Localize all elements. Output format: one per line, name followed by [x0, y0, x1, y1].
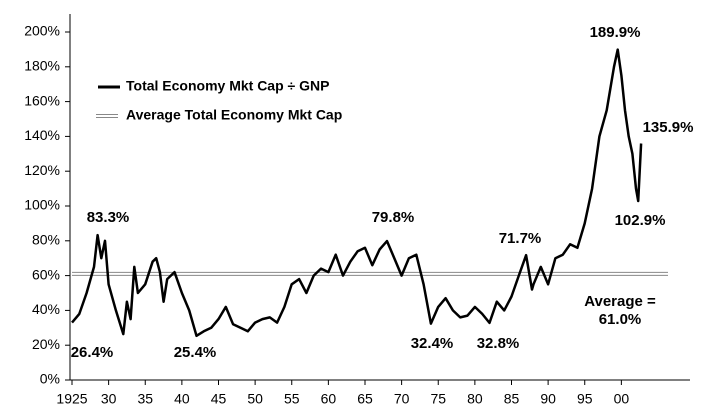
annotation: 26.4% [71, 344, 114, 361]
x-tick-label: 70 [394, 391, 410, 407]
annotation: 189.9% [590, 24, 641, 41]
y-tick-label: 140% [24, 127, 60, 143]
y-tick-label: 120% [24, 162, 60, 178]
x-tick-label: 60 [321, 391, 337, 407]
x-tick-label: 75 [430, 391, 446, 407]
x-tick-label: 40 [174, 391, 190, 407]
annotation: 25.4% [174, 344, 217, 361]
x-tick-label: 45 [211, 391, 227, 407]
annotation: 71.7% [499, 230, 542, 247]
x-tick-label: 80 [467, 391, 483, 407]
y-tick-label: 200% [24, 23, 60, 39]
x-tick-label: 00 [614, 391, 630, 407]
annotation: 102.9% [615, 212, 666, 229]
y-tick-label: 60% [32, 266, 60, 282]
x-tick-label: 35 [137, 391, 153, 407]
y-tick-label: 160% [24, 92, 60, 108]
y-tick-label: 40% [32, 301, 60, 317]
y-tick-label: 180% [24, 58, 60, 74]
x-tick-label: 30 [101, 391, 117, 407]
legend-label: Total Economy Mkt Cap ÷ GNP [126, 78, 329, 94]
annotation: 32.4% [411, 335, 454, 352]
annotation: Average = [584, 293, 656, 310]
x-tick-label: 95 [577, 391, 593, 407]
annotation: 61.0% [599, 311, 642, 328]
x-tick-label: 1925 [56, 391, 87, 407]
x-tick-label: 65 [357, 391, 373, 407]
data-line [71, 48, 643, 338]
x-tick-label: 85 [504, 391, 520, 407]
annotation: 83.3% [87, 209, 130, 226]
legend-label: Average Total Economy Mkt Cap [126, 107, 342, 123]
x-tick-label: 90 [540, 391, 556, 407]
y-tick-label: 20% [32, 336, 60, 352]
annotation: 32.8% [477, 335, 520, 352]
annotation: 79.8% [372, 209, 415, 226]
y-tick-label: 80% [32, 232, 60, 248]
x-tick-label: 50 [247, 391, 263, 407]
y-tick-label: 100% [24, 197, 60, 213]
x-tick-label: 55 [284, 391, 300, 407]
y-tick-label: 0% [40, 371, 60, 387]
annotation: 135.9% [643, 119, 694, 136]
